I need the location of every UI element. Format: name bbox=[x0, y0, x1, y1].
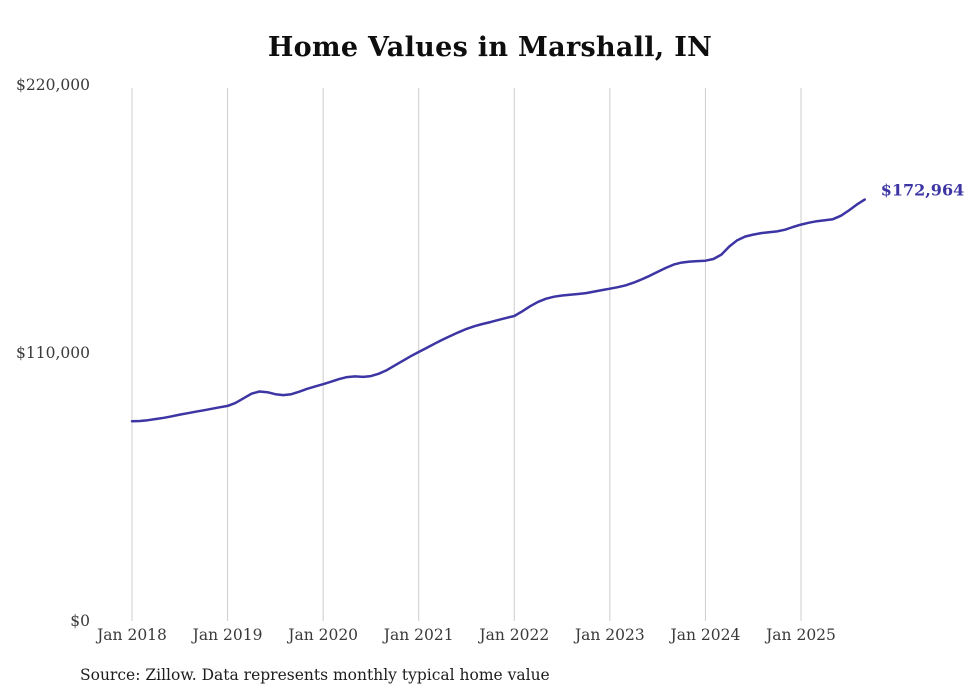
y-tick-label: $110,000 bbox=[16, 344, 90, 362]
chart-title: Home Values in Marshall, IN bbox=[267, 32, 713, 63]
x-tick-label: Jan 2022 bbox=[477, 626, 549, 644]
x-tick-label: Jan 2020 bbox=[286, 626, 358, 644]
x-tick-label: Jan 2025 bbox=[764, 626, 836, 644]
end-value-label: $172,964 bbox=[881, 181, 965, 200]
y-tick-label: $220,000 bbox=[16, 76, 90, 94]
source-note: Source: Zillow. Data represents monthly … bbox=[80, 666, 550, 684]
value-line bbox=[130, 198, 866, 423]
x-tick-label: Jan 2018 bbox=[95, 626, 167, 644]
x-tick-label: Jan 2023 bbox=[573, 626, 645, 644]
x-tick-label: Jan 2019 bbox=[191, 626, 263, 644]
x-tick-label: Jan 2021 bbox=[382, 626, 454, 644]
y-tick-label: $0 bbox=[70, 612, 90, 630]
x-tick-label: Jan 2024 bbox=[669, 626, 741, 644]
